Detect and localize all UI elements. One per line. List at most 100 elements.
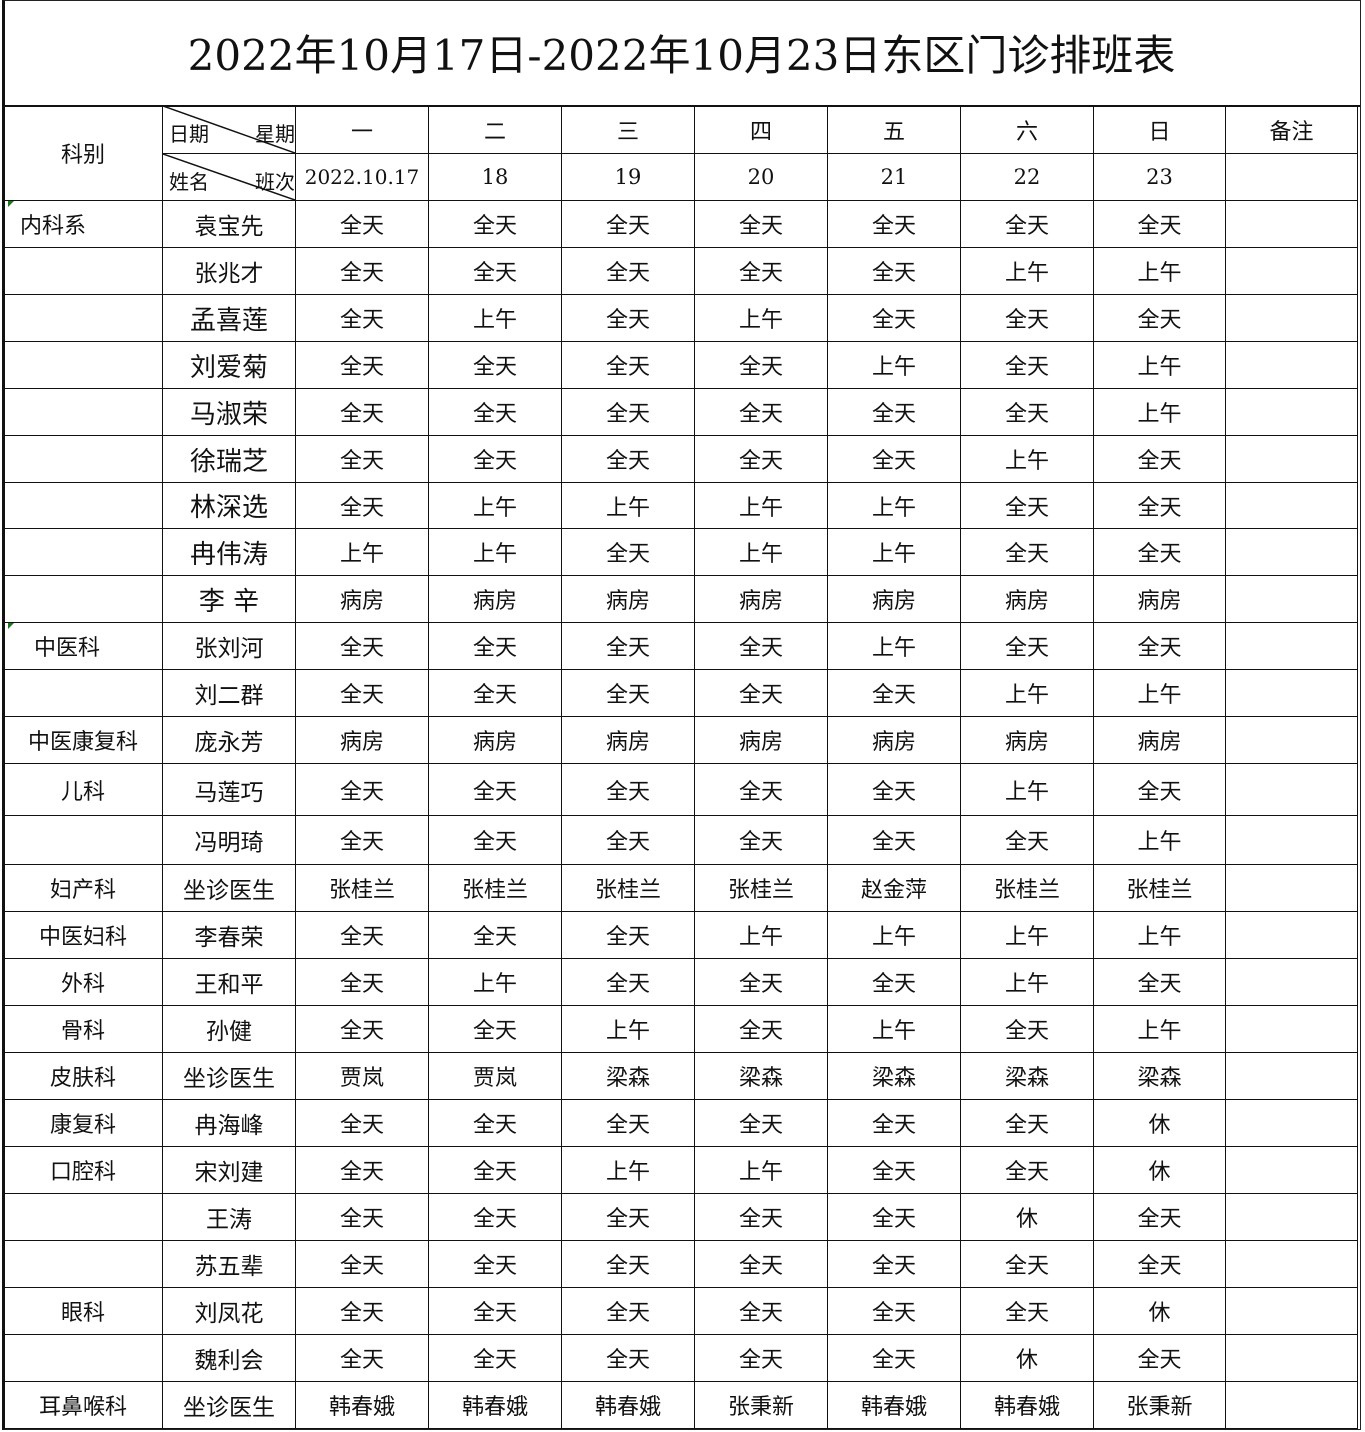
shift-cell: 全天 — [1093, 1193, 1226, 1241]
notes-cell — [1225, 247, 1358, 295]
date-header: 19 — [561, 153, 695, 201]
shift-cell: 全天 — [827, 1146, 961, 1194]
shift-cell: 全天 — [561, 294, 695, 342]
shift-cell: 全天 — [295, 1193, 429, 1241]
shift-cell: 上午 — [694, 911, 828, 959]
date-header: 23 — [1093, 153, 1226, 201]
shift-cell: 梁森 — [960, 1052, 1094, 1100]
table-row: 眼科 刘凤花 全天 全天 全天 全天 全天 全天休 — [3, 1287, 1358, 1335]
shift-cell: 病房 — [827, 716, 961, 764]
staff-name-cell: 孟喜莲 — [162, 294, 296, 342]
shift-cell: 全天 — [827, 1334, 961, 1382]
shift-cell: 上午 — [960, 911, 1094, 959]
notes-cell — [1225, 815, 1358, 865]
shift-cell: 韩春娥 — [561, 1381, 695, 1429]
shift-cell: 全天 — [960, 1146, 1094, 1194]
shift-cell: 全天 — [694, 622, 828, 670]
notes-cell — [1225, 1099, 1358, 1147]
notes-cell — [1225, 482, 1358, 529]
shift-cell: 全天 — [561, 1287, 695, 1335]
staff-name-cell: 坐诊医生 — [162, 864, 296, 912]
shift-cell: 全天 — [694, 763, 828, 816]
dept-cell: 口腔科 — [3, 1146, 163, 1194]
shift-cell: 全天 — [428, 388, 562, 436]
shift-cell: 上午 — [428, 482, 562, 529]
shift-cell: 上午 — [561, 1005, 695, 1053]
dept-cell: 康复科 — [3, 1099, 163, 1147]
shift-cell: 病房 — [561, 575, 695, 623]
shift-cell: 上午 — [960, 763, 1094, 816]
weekday-header: 二 — [428, 105, 562, 154]
shift-cell: 全天 — [295, 294, 429, 342]
staff-name-cell: 冉海峰 — [162, 1099, 296, 1147]
shift-cell: 全天 — [295, 763, 429, 816]
dept-cell — [3, 669, 163, 717]
shift-cell: 全天 — [827, 763, 961, 816]
dept-cell: 耳鼻喉科 — [3, 1381, 163, 1429]
table-row: 刘爱菊 全天 全天 全天 全天 上午 全天 上午 — [3, 341, 1358, 389]
shift-cell: 全天 — [428, 1334, 562, 1382]
shift-cell: 上午 — [428, 958, 562, 1006]
shift-cell: 全天 — [960, 1099, 1094, 1147]
shift-cell: 全天 — [960, 1005, 1094, 1053]
shift-cell: 韩春娥 — [960, 1381, 1094, 1429]
shift-cell: 上午 — [1093, 247, 1226, 295]
staff-name-cell: 林深选 — [162, 482, 296, 529]
staff-name-cell: 王涛 — [162, 1193, 296, 1241]
shift-cell: 全天 — [428, 1099, 562, 1147]
shift-cell: 全天 — [1093, 294, 1226, 342]
table-row: 李 辛病房 病房 病房 病房 病房 病房 病房 — [3, 575, 1358, 623]
shift-cell: 全天 — [428, 669, 562, 717]
table-row: 苏五辈 全天 全天 全天 全天 全天 全天 全天 — [3, 1240, 1358, 1288]
shift-cell: 梁森 — [561, 1052, 695, 1100]
dept-cell: 外科 — [3, 958, 163, 1006]
shift-cell: 病房 — [428, 575, 562, 623]
shift-cell: 全天 — [428, 435, 562, 483]
dept-cell — [3, 435, 163, 483]
table-row: 林深选 全天 上午 上午 上午 上午 全天 全天 — [3, 482, 1358, 529]
notes-cell — [1225, 294, 1358, 342]
shift-cell: 休 — [1093, 1099, 1226, 1147]
shift-cell: 全天 — [694, 247, 828, 295]
shift-cell: 全天 — [561, 815, 695, 865]
shift-cell: 上午 — [827, 622, 961, 670]
dept-cell: 内科系 — [3, 200, 163, 248]
notes-cell — [1225, 1052, 1358, 1100]
dept-cell — [3, 528, 163, 576]
date-header: 20 — [694, 153, 828, 201]
shift-cell: 上午 — [1093, 815, 1226, 865]
corner-weekday-label: 星期 — [255, 122, 295, 146]
shift-cell: 张桂兰 — [295, 864, 429, 912]
shift-cell: 病房 — [1093, 716, 1226, 764]
shift-cell: 全天 — [561, 200, 695, 248]
shift-cell: 全天 — [960, 200, 1094, 248]
shift-cell: 全天 — [694, 1334, 828, 1382]
table-row: 徐瑞芝 全天 全天 全天 全天 全天 上午 全天 — [3, 435, 1358, 483]
shift-cell: 全天 — [295, 958, 429, 1006]
shift-cell: 全天 — [561, 1193, 695, 1241]
shift-cell: 全天 — [561, 388, 695, 436]
shift-cell: 张桂兰 — [694, 864, 828, 912]
shift-cell: 张桂兰 — [561, 864, 695, 912]
shift-cell: 上午 — [960, 435, 1094, 483]
shift-cell: 贾岚 — [295, 1052, 429, 1100]
shift-cell: 上午 — [827, 528, 961, 576]
notes-cell — [1225, 388, 1358, 436]
shift-cell: 全天 — [428, 911, 562, 959]
shift-cell: 上午 — [827, 911, 961, 959]
shift-cell: 全天 — [428, 1005, 562, 1053]
shift-cell: 全天 — [960, 528, 1094, 576]
shift-cell: 全天 — [827, 815, 961, 865]
shift-cell: 全天 — [295, 1240, 429, 1288]
shift-cell: 张秉新 — [694, 1381, 828, 1429]
schedule-table: 科别 日期 星期 一 二 三 四 五 六 日 备注 姓名 班次 2022.10.… — [3, 105, 1358, 1429]
table-row: 耳鼻喉科 坐诊医生 韩春娥 韩春娥 韩春娥 张秉新 韩春娥 韩春娥 张秉新 — [3, 1381, 1358, 1429]
shift-cell: 病房 — [960, 716, 1094, 764]
notes-cell — [1225, 864, 1358, 912]
staff-name-cell: 孙健 — [162, 1005, 296, 1053]
shift-cell: 全天 — [1093, 482, 1226, 529]
shift-cell: 全天 — [827, 200, 961, 248]
dept-cell: 皮肤科 — [3, 1052, 163, 1100]
weekday-header: 四 — [694, 105, 828, 154]
shift-cell: 全天 — [1093, 1240, 1226, 1288]
